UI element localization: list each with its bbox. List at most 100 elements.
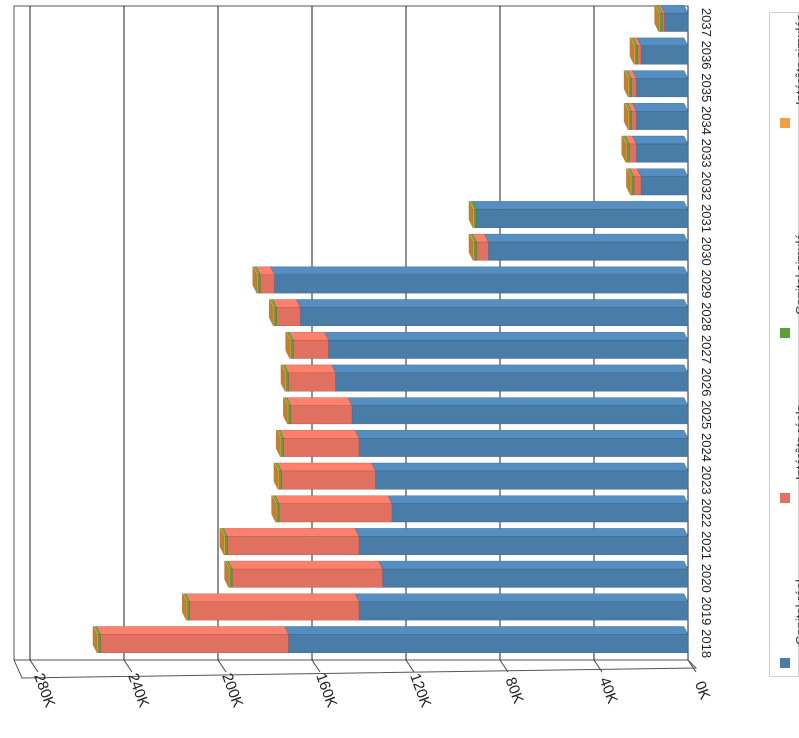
category-label: 2028 bbox=[699, 302, 714, 331]
category-label: 2019 bbox=[699, 596, 714, 625]
bar-top-face bbox=[227, 560, 383, 570]
bar bbox=[278, 470, 282, 490]
bar bbox=[473, 241, 477, 261]
bar-top-face bbox=[272, 299, 301, 308]
gridline-depth bbox=[593, 659, 603, 673]
bar bbox=[658, 12, 660, 32]
legend-label: Intérêts réels bbox=[793, 404, 799, 480]
bar bbox=[358, 601, 689, 621]
bar-top-face bbox=[284, 626, 689, 635]
legend-swatch bbox=[780, 493, 790, 503]
bar bbox=[382, 568, 689, 588]
category-label: 2036 bbox=[699, 41, 714, 70]
bar-top-face bbox=[354, 593, 689, 602]
bar bbox=[473, 209, 477, 228]
bar bbox=[223, 536, 226, 555]
bar bbox=[391, 503, 689, 523]
value-tick-label: 120K bbox=[406, 671, 434, 710]
bar-top-face bbox=[279, 430, 360, 439]
bar bbox=[281, 470, 376, 490]
bar bbox=[634, 45, 638, 65]
category-label: 2037 bbox=[699, 8, 714, 37]
bar-top-face bbox=[347, 397, 689, 406]
value-tick-label: 160K bbox=[312, 671, 340, 710]
bar bbox=[629, 111, 632, 130]
category-label: 2025 bbox=[699, 400, 714, 429]
bar bbox=[293, 339, 329, 359]
bar bbox=[228, 568, 230, 588]
bar-top-face bbox=[223, 528, 360, 537]
gridline-depth bbox=[29, 659, 39, 673]
bar bbox=[280, 438, 282, 457]
bar-top-face bbox=[288, 331, 329, 341]
legend: Capital réel Intérêts réels Capital simulé… bbox=[769, 12, 799, 677]
bar bbox=[335, 372, 689, 392]
bar bbox=[625, 143, 628, 163]
category-label: 2029 bbox=[699, 269, 714, 298]
bar-top-face bbox=[185, 593, 360, 602]
bar bbox=[274, 274, 689, 294]
bar bbox=[227, 536, 360, 555]
bar bbox=[664, 12, 689, 32]
bar bbox=[300, 307, 689, 327]
gridline-depth bbox=[405, 659, 415, 673]
bar bbox=[476, 209, 689, 228]
bar bbox=[288, 405, 292, 425]
bar bbox=[358, 438, 689, 457]
bar bbox=[627, 111, 630, 130]
value-tick-label: 240K bbox=[124, 671, 152, 710]
bar bbox=[285, 372, 289, 392]
bar bbox=[358, 536, 689, 555]
bar bbox=[629, 78, 632, 98]
bar bbox=[631, 111, 637, 130]
category-label: 2027 bbox=[699, 335, 714, 364]
bar bbox=[636, 143, 689, 163]
bar-top-face bbox=[324, 331, 689, 341]
bar bbox=[328, 339, 689, 359]
category-label: 2031 bbox=[699, 204, 714, 233]
bar-top-face bbox=[354, 528, 689, 537]
gridline-depth bbox=[687, 659, 697, 673]
category-label: 2033 bbox=[699, 139, 714, 168]
bar bbox=[189, 601, 360, 621]
bar-top-face bbox=[354, 430, 689, 439]
bar bbox=[637, 45, 642, 65]
bar-top-face bbox=[631, 135, 689, 145]
value-tick-label: 280K bbox=[30, 671, 58, 710]
bar bbox=[476, 241, 489, 261]
bar bbox=[100, 634, 289, 654]
value-tick-label: 40K bbox=[596, 675, 621, 706]
bar-top-face bbox=[284, 364, 336, 374]
gridline-depth bbox=[311, 659, 321, 673]
bar bbox=[274, 307, 277, 327]
category-label: 2026 bbox=[699, 368, 714, 397]
category-label: 2021 bbox=[699, 531, 714, 560]
legend-label: Intérêts simulés bbox=[793, 13, 799, 105]
bar bbox=[229, 568, 233, 588]
bar bbox=[290, 339, 294, 359]
value-tick-label: 80K bbox=[502, 675, 527, 706]
bar bbox=[472, 241, 475, 261]
bar bbox=[283, 438, 360, 457]
bar bbox=[636, 111, 689, 130]
bar bbox=[278, 503, 393, 523]
bar bbox=[631, 176, 635, 196]
bar bbox=[287, 405, 289, 425]
bar bbox=[629, 143, 637, 163]
bar bbox=[187, 601, 190, 621]
value-tick-label: 0K bbox=[691, 679, 713, 702]
bar bbox=[277, 470, 280, 490]
bar bbox=[97, 634, 101, 654]
bar bbox=[375, 470, 689, 490]
bar bbox=[640, 176, 689, 196]
gridline-depth bbox=[217, 659, 227, 673]
category-label: 2035 bbox=[699, 73, 714, 102]
bar bbox=[661, 12, 665, 32]
category-label: 2022 bbox=[699, 498, 714, 527]
bar bbox=[231, 568, 383, 588]
gridline-depth bbox=[123, 659, 133, 673]
bar bbox=[626, 143, 630, 163]
bar-top-face bbox=[636, 37, 689, 47]
